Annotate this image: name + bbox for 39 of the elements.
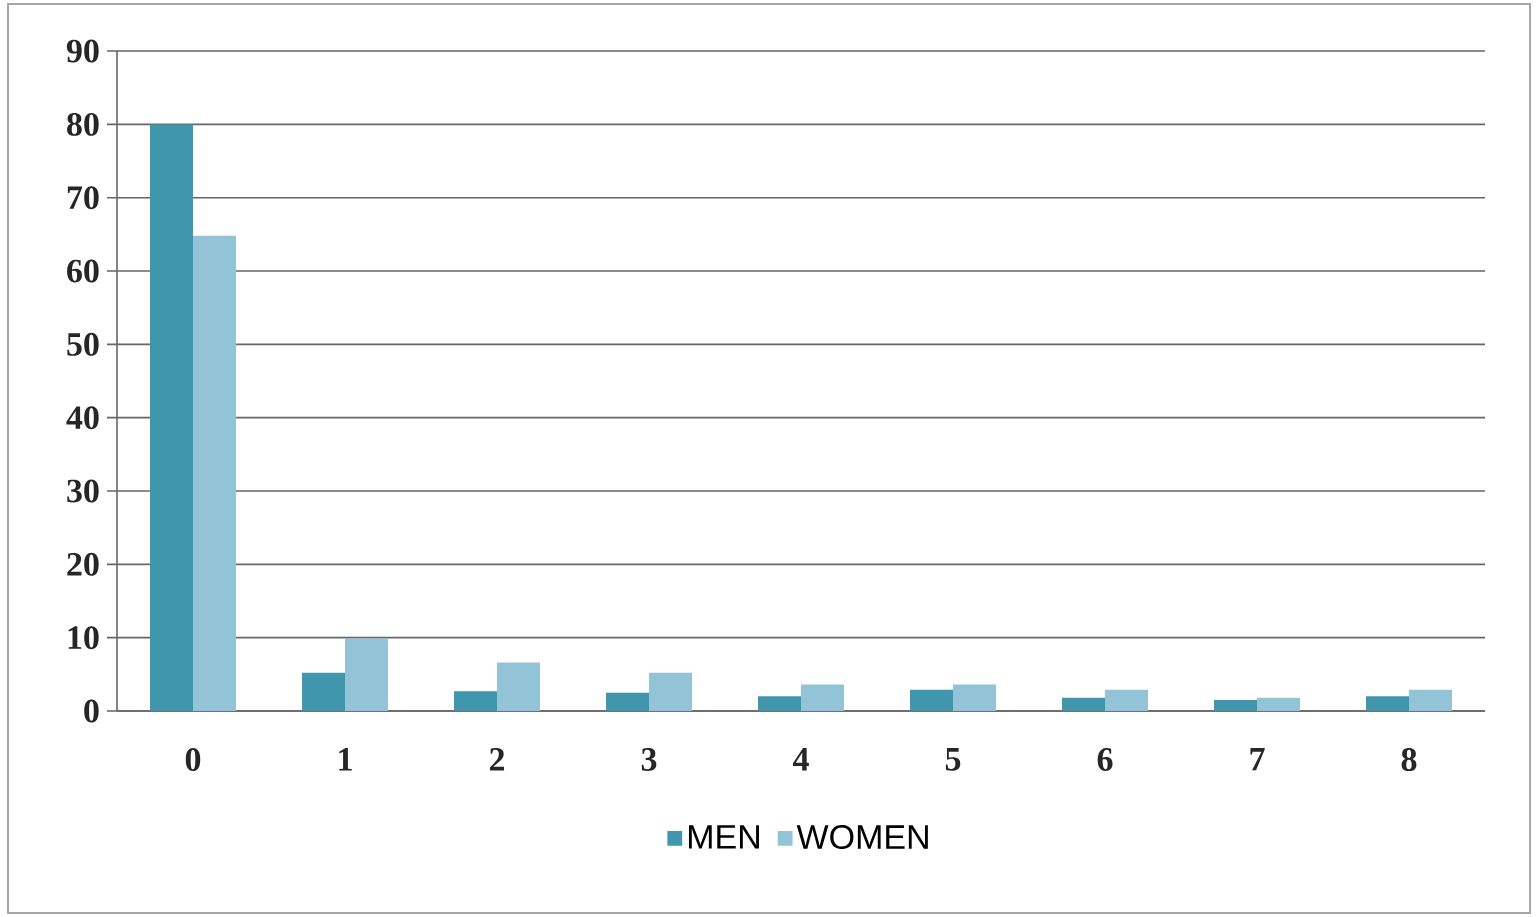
y-tick-label: 70 <box>67 186 99 210</box>
legend-label: MEN <box>688 825 759 849</box>
y-tick-label: 40 <box>66 406 99 430</box>
x-tick-label: 2 <box>489 748 505 771</box>
bar <box>497 662 540 711</box>
y-tick-label: 10 <box>68 626 99 650</box>
x-tick-label: 8 <box>1401 748 1417 772</box>
x-tick-label: 4 <box>792 748 809 771</box>
y-tick-label: 50 <box>67 332 99 356</box>
y-tick-label: 0 <box>84 699 99 723</box>
y-tick-label: 20 <box>67 552 99 576</box>
bar <box>1214 700 1258 711</box>
bar <box>606 692 649 711</box>
bar <box>1105 689 1149 711</box>
x-tick-label: 0 <box>185 748 201 772</box>
x-tick-label: 7 <box>1250 748 1265 771</box>
x-tick-label: 5 <box>945 748 961 771</box>
bar <box>910 689 954 711</box>
bar <box>150 124 194 711</box>
bar <box>302 672 345 711</box>
bar <box>801 684 845 711</box>
x-tick-label: 3 <box>641 748 657 771</box>
bar <box>1257 697 1300 711</box>
x-tick-label: 1 <box>339 748 352 771</box>
bar <box>1062 697 1105 711</box>
y-tick-label: 90 <box>66 39 99 63</box>
bar <box>193 235 236 711</box>
y-tick-label: 60 <box>67 259 99 283</box>
bar <box>758 696 802 711</box>
bar <box>454 691 498 711</box>
y-tick-label: 80 <box>67 112 99 136</box>
x-tick-label: 6 <box>1097 748 1113 771</box>
y-tick-label: 30 <box>67 479 99 503</box>
bar <box>649 672 693 711</box>
bar <box>1366 696 1409 711</box>
bar <box>1409 689 1453 711</box>
legend-label: WOMEN <box>796 825 928 850</box>
bar <box>345 638 389 711</box>
bar <box>953 684 997 711</box>
